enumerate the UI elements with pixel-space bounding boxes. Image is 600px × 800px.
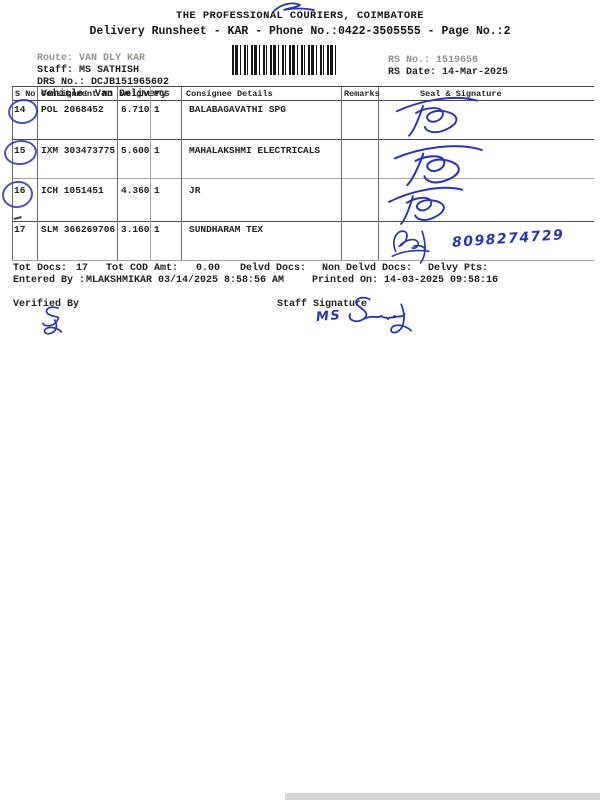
col-header-pcs: PCS [154, 89, 170, 99]
signature-row-17 [391, 230, 430, 264]
vehicle-value: Van Delivery [95, 89, 168, 100]
staff-signature-label: Staff Signature [277, 299, 368, 310]
page-subtitle: Delivery Runsheet - KAR - Phone No.:0422… [89, 25, 511, 38]
table-row-cell-pcs: 1 [154, 224, 160, 235]
delvy-pts-label: Delvy Pts: [428, 263, 489, 274]
tot-cod-value: 0.00 [196, 263, 221, 274]
table-row-cell-consignee: BALABAGAVATHI SPG [189, 104, 286, 115]
staff-value: MS SATHISH [79, 65, 140, 76]
table-row-cell-weight: 3.160 [121, 224, 150, 235]
col-border-pcs [181, 86, 182, 260]
non-delvd-docs-label: Non Delvd Docs: [322, 263, 413, 274]
signature-row-16 [388, 186, 464, 225]
col-header-remarks: Remarks [344, 89, 380, 99]
drs-label: DRS No.: [37, 77, 86, 88]
rs-no-value: 1519656 [436, 55, 479, 66]
scan-artifact-bar [285, 793, 600, 800]
drs-value: DCJB151965602 [91, 77, 170, 88]
entered-by-label: Entered By : [13, 275, 86, 286]
col-border-consignee [341, 86, 342, 260]
tot-docs-value: 17 [76, 263, 89, 274]
col-border-left [12, 86, 13, 260]
table-row-cell-pcs: 1 [154, 185, 160, 196]
page-title: THE PROFESSIONAL COURIERS, COIMBATORE [176, 10, 424, 22]
col-header-seal: Seal & Signature [420, 89, 502, 99]
signature-row-15 [393, 145, 483, 187]
row-separator-3 [12, 221, 594, 222]
tot-docs-label: Tot Docs: [13, 263, 68, 274]
vehicle-line: Vehicle: Van Delivery [17, 78, 167, 111]
col-border-weight [150, 86, 151, 260]
vehicle-label: Vehicle: [41, 89, 90, 100]
table-row-cell-sno: 16 [14, 185, 26, 196]
rs-date-label: RS Date: [388, 67, 437, 78]
table-row-cell-pcs: 1 [154, 145, 160, 156]
pen-flourish-mark [273, 2, 315, 12]
table-row-cell-pcs: 1 [154, 104, 160, 115]
staff-line: Staff: MS SATHISH [13, 54, 139, 87]
staff-label: Staff: [37, 65, 74, 76]
table-row-cell-consignment: SLM 366269706 [41, 224, 116, 235]
pen-circle-row-16 [0, 178, 36, 211]
row-separator-2 [12, 178, 594, 179]
table-row-cell-sno: 17 [14, 224, 26, 235]
table-row-cell-sno: 14 [14, 104, 26, 115]
table-row-cell-weight: 5.600 [121, 145, 150, 156]
table-row-cell-consignment: POL 2068452 [41, 104, 104, 115]
table-row-cell-consignee: MAHALAKSHMI ELECTRICALS [189, 145, 321, 156]
barcode [232, 45, 337, 75]
entered-by-value: MLAKSHMIKAR 03/14/2025 8:58:56 AM [86, 275, 285, 286]
table-row-cell-weight: 4.360 [121, 185, 150, 196]
table-row-cell-sno: 15 [14, 145, 26, 156]
route-label: Route: [37, 53, 74, 64]
verified-by-signature [41, 306, 63, 335]
table-row-cell-consignment: ICH 1051451 [41, 185, 104, 196]
table-top-border [12, 86, 594, 87]
col-border-sno [37, 86, 38, 260]
rs-date-line: RS Date: 14-Mar-2025 [364, 56, 508, 89]
col-border-consignment [117, 86, 118, 260]
col-header-weight: weight [121, 89, 152, 99]
col-header-consignment: Consignment No [41, 89, 113, 99]
handwritten-phone-number: 8098274729 [451, 227, 565, 251]
row-separator-1 [12, 139, 594, 140]
printed-on-label: Printed On: [312, 275, 379, 286]
verified-by-label: Verified By [13, 299, 80, 310]
rs-date-value: 14-Mar-2025 [442, 67, 509, 78]
rs-no-label: RS No.: [388, 55, 431, 66]
route-value: VAN DLY KAR [79, 53, 146, 64]
table-row-cell-consignee: SUNDHARAM TEX [189, 224, 264, 235]
table-row-cell-consignment: IXM 303473775 [41, 145, 116, 156]
col-border-remarks [378, 86, 379, 260]
handwritten-staff-initials: MS [315, 307, 342, 326]
table-header-border [12, 100, 594, 101]
table-row-cell-consignee: JR [189, 185, 201, 196]
tot-cod-label: Tot COD Amt: [106, 263, 179, 274]
staff-signature [348, 296, 412, 334]
route-line: Route: VAN DLY KAR [13, 42, 145, 75]
printed-on-value: 14-03-2025 09:58:16 [384, 275, 499, 286]
signature-row-14 [395, 96, 479, 137]
col-header-consignee: Consignee Details [186, 89, 273, 99]
table-bottom-border [12, 260, 594, 261]
rs-no-line: RS No.: 1519656 [364, 44, 478, 77]
pen-circle-row-15 [2, 138, 39, 167]
table-row-cell-weight: 6.710 [121, 104, 150, 115]
col-header-sno: S No [15, 89, 36, 99]
drs-line: DRS No.: DCJB151965602 [13, 66, 169, 99]
delvd-docs-label: Delvd Docs: [240, 263, 307, 274]
